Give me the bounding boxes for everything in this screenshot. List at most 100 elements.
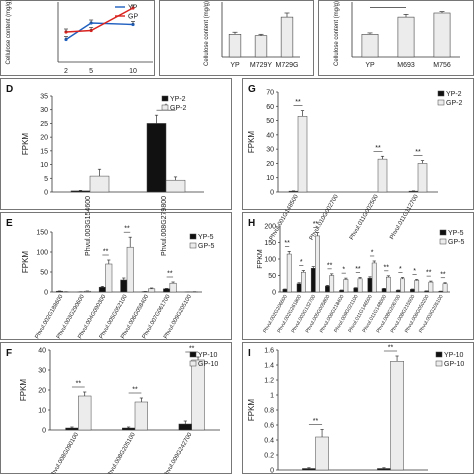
bar <box>315 235 320 293</box>
legend-swatch <box>437 99 445 106</box>
bar <box>367 277 373 293</box>
panel-frame <box>0 78 232 210</box>
y-tick-label: 10 <box>38 408 46 415</box>
bar <box>417 163 428 193</box>
significance-mark: ** <box>355 266 361 273</box>
y-tick-label: 150 <box>264 240 276 247</box>
panel-label: H <box>248 218 255 229</box>
y-tick-label: 100 <box>36 250 48 257</box>
legend-swatch <box>161 95 169 102</box>
x-tick-label: Phvul.009G242700 <box>163 431 194 474</box>
x-tick-label: M693 <box>397 62 415 69</box>
panel-label: F <box>6 348 12 359</box>
bar <box>395 290 401 293</box>
bar <box>381 288 387 293</box>
x-tick-label: Phvul.008G205100 <box>106 431 137 474</box>
significance-mark: * <box>413 268 416 275</box>
significance-mark: * <box>300 259 303 266</box>
legend-swatch <box>439 229 447 236</box>
bar <box>282 289 288 293</box>
y-tick-label: 0.6 <box>264 423 274 430</box>
y-tick-label: 0 <box>42 428 46 435</box>
x-tick-label: M729Y <box>250 62 273 69</box>
y-tick-label: 50 <box>266 118 274 125</box>
y-axis-label: Cellulose content (mg/g) <box>204 1 210 66</box>
bar <box>169 282 177 293</box>
x-tick-label: 2 <box>64 68 68 75</box>
bar <box>70 190 91 193</box>
legend-swatch <box>189 351 197 358</box>
panel-label: E <box>6 218 13 229</box>
bar <box>288 190 299 193</box>
bar <box>148 288 156 293</box>
y-tick-label: 1.6 <box>264 348 274 355</box>
legend-label: YP-5 <box>448 230 464 237</box>
y-tick-label: 20 <box>38 388 46 395</box>
bar <box>353 287 359 293</box>
x-tick-label: M756 <box>433 62 451 69</box>
bar <box>377 468 391 471</box>
y-tick-label: 150 <box>36 230 48 237</box>
bar <box>165 179 186 193</box>
panel-b-bar-chart: Cellulose content (mg/g) YP M729Y M729G <box>204 1 300 69</box>
bar <box>98 286 106 293</box>
legend-swatch <box>435 360 443 367</box>
y-tick-label: 10 <box>40 162 48 169</box>
significance-mark: ** <box>295 99 301 106</box>
significance-mark: ** <box>313 221 319 228</box>
legend-label: GP-2 <box>170 105 186 112</box>
y-tick-label: 0.2 <box>264 453 274 460</box>
x-tick-label: Phvul.001G148500 <box>269 193 300 241</box>
bar <box>310 267 316 293</box>
bar <box>400 278 405 293</box>
legend-label: GP-10 <box>198 361 218 368</box>
legend-swatch <box>189 233 197 240</box>
bar <box>65 427 79 431</box>
y-tick-label: 200 <box>264 224 276 231</box>
bar <box>377 158 388 193</box>
y-tick-label: 50 <box>268 273 276 280</box>
bar <box>428 281 434 293</box>
legend-swatch <box>439 238 447 245</box>
y-tick-label: 10 <box>266 175 274 182</box>
panel-e-bar-chart: 050100150FPKMEPhvul.002G188600Phvul.003G… <box>6 218 214 340</box>
legend-swatch <box>189 360 197 367</box>
significance-mark: ** <box>103 249 109 256</box>
bar <box>122 427 136 431</box>
y-tick-label: 1.4 <box>264 363 274 370</box>
legend-label: YP-2 <box>170 96 186 103</box>
y-tick-label: 50 <box>40 270 48 277</box>
y-axis-label: FPKM <box>21 133 30 156</box>
bar <box>361 34 379 58</box>
significance-mark: ** <box>426 270 432 277</box>
significance-mark: ** <box>440 271 446 278</box>
significance-mark: * <box>371 249 374 256</box>
y-tick-label: 60 <box>266 104 274 111</box>
significance-mark: ** <box>167 271 173 278</box>
significance-mark: ** <box>415 149 421 156</box>
legend-label: GP-10 <box>444 361 464 368</box>
bar <box>286 253 292 293</box>
bar <box>163 288 171 293</box>
bar <box>442 283 448 293</box>
bar <box>390 361 404 471</box>
y-tick-label: 20 <box>266 161 274 168</box>
legend-label: GP-5 <box>198 243 214 250</box>
bar <box>254 35 268 58</box>
significance-mark: ** <box>375 145 381 152</box>
bar <box>410 289 415 293</box>
significance-mark: ** <box>388 345 394 352</box>
x-tick-label: Phvul.011G112700 <box>389 193 420 240</box>
y-axis-label: FPKM <box>21 251 30 274</box>
panel-label: D <box>6 84 13 95</box>
bar <box>302 468 316 471</box>
legend-label: YP-2 <box>446 91 462 98</box>
bar <box>329 275 335 293</box>
significance-mark: * <box>342 267 345 274</box>
significance-mark: ** <box>189 346 195 353</box>
significance-mark: ** <box>327 262 333 269</box>
y-axis-label: FPKM <box>247 131 256 154</box>
y-tick-label: 0 <box>270 468 274 474</box>
